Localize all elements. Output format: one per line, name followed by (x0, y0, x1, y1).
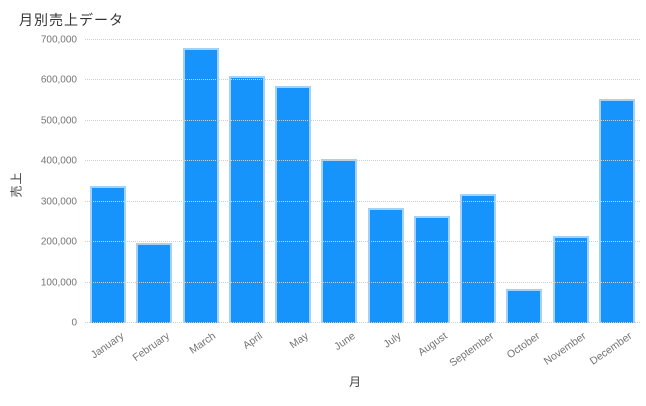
bar (136, 243, 173, 323)
x-tick-label: June (331, 330, 358, 353)
bar (182, 48, 219, 323)
gridline (85, 322, 640, 323)
bar (552, 236, 589, 323)
x-tick-label: July (381, 330, 404, 351)
y-axis-ticks: 0 100,000 200,000 300,000 400,000 500,000 600,… (0, 35, 79, 329)
bar-slot: October (501, 40, 547, 361)
bar-slot: June (316, 40, 362, 353)
x-tick-label: December (588, 330, 635, 368)
chart-title: 月別売上データ (19, 12, 124, 28)
gridline (85, 79, 640, 81)
bar-slot: April (224, 40, 270, 352)
gridline (85, 281, 640, 283)
y-tick-label: 700,000 (40, 34, 77, 46)
bar-slot: March (178, 40, 224, 357)
bar (90, 185, 127, 323)
bar-slot: July (363, 40, 409, 351)
x-tick-label: September (447, 330, 497, 370)
y-tick-label: 0 (71, 317, 77, 329)
x-tick-label: January (88, 330, 127, 362)
plot-area: January February March April May June July Augu… (85, 39, 640, 369)
x-tick-label: February (130, 330, 173, 364)
x-tick-label: March (187, 330, 219, 357)
y-tick-label: 100,000 (40, 277, 77, 289)
bar-slot: November (542, 40, 594, 368)
x-tick-label: August (416, 330, 450, 359)
y-tick-label: 400,000 (40, 155, 77, 167)
x-tick-label: May (287, 330, 312, 352)
gridline (85, 39, 640, 40)
bar (598, 99, 635, 323)
y-tick-label: 300,000 (40, 196, 77, 208)
x-tick-label: November (541, 330, 589, 368)
bar (275, 86, 312, 323)
bar (321, 159, 358, 323)
gridline (85, 119, 640, 121)
bar-slot: August (409, 40, 455, 359)
x-axis-title: 月 (349, 375, 362, 389)
bar (367, 207, 404, 323)
y-tick-label: 200,000 (40, 236, 77, 248)
bar-slot: January (85, 40, 131, 361)
bar (460, 194, 497, 323)
bars-container: January February March April May June July Augu… (85, 40, 640, 369)
bar (228, 76, 265, 323)
bar (413, 216, 450, 323)
gridline (85, 200, 640, 202)
bar-slot: May (270, 40, 316, 351)
bar-slot: September (447, 40, 501, 369)
x-tick-label: October (504, 330, 543, 362)
bar (506, 289, 543, 323)
x-tick-label: April (240, 330, 265, 352)
bar-slot: February (131, 40, 177, 364)
bar-slot: December (588, 40, 640, 368)
y-tick-label: 600,000 (40, 74, 77, 86)
gridline (85, 241, 640, 243)
gridline (85, 160, 640, 162)
y-tick-label: 500,000 (40, 115, 77, 127)
